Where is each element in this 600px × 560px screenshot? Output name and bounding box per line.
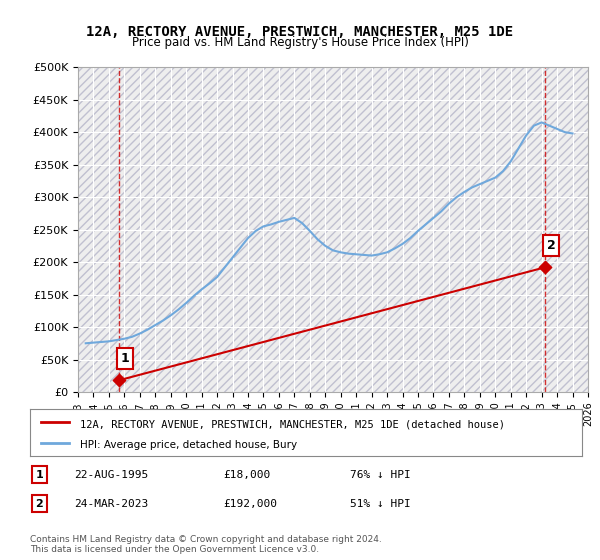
Text: 1: 1 bbox=[35, 470, 43, 479]
Text: 12A, RECTORY AVENUE, PRESTWICH, MANCHESTER, M25 1DE: 12A, RECTORY AVENUE, PRESTWICH, MANCHEST… bbox=[86, 25, 514, 39]
Point bbox=[541, 263, 550, 272]
Text: £18,000: £18,000 bbox=[223, 470, 271, 479]
Text: 76% ↓ HPI: 76% ↓ HPI bbox=[350, 470, 411, 479]
Point bbox=[114, 376, 124, 385]
Text: 24-MAR-2023: 24-MAR-2023 bbox=[74, 498, 148, 508]
Text: 1: 1 bbox=[121, 352, 129, 365]
Text: 51% ↓ HPI: 51% ↓ HPI bbox=[350, 498, 411, 508]
Text: 2: 2 bbox=[35, 498, 43, 508]
Text: Price paid vs. HM Land Registry's House Price Index (HPI): Price paid vs. HM Land Registry's House … bbox=[131, 36, 469, 49]
Text: 2: 2 bbox=[547, 239, 556, 252]
Text: Contains HM Land Registry data © Crown copyright and database right 2024.
This d: Contains HM Land Registry data © Crown c… bbox=[30, 535, 382, 554]
Text: £192,000: £192,000 bbox=[223, 498, 277, 508]
Text: 12A, RECTORY AVENUE, PRESTWICH, MANCHESTER, M25 1DE (detached house): 12A, RECTORY AVENUE, PRESTWICH, MANCHEST… bbox=[80, 419, 505, 429]
Text: HPI: Average price, detached house, Bury: HPI: Average price, detached house, Bury bbox=[80, 440, 297, 450]
Text: 22-AUG-1995: 22-AUG-1995 bbox=[74, 470, 148, 479]
